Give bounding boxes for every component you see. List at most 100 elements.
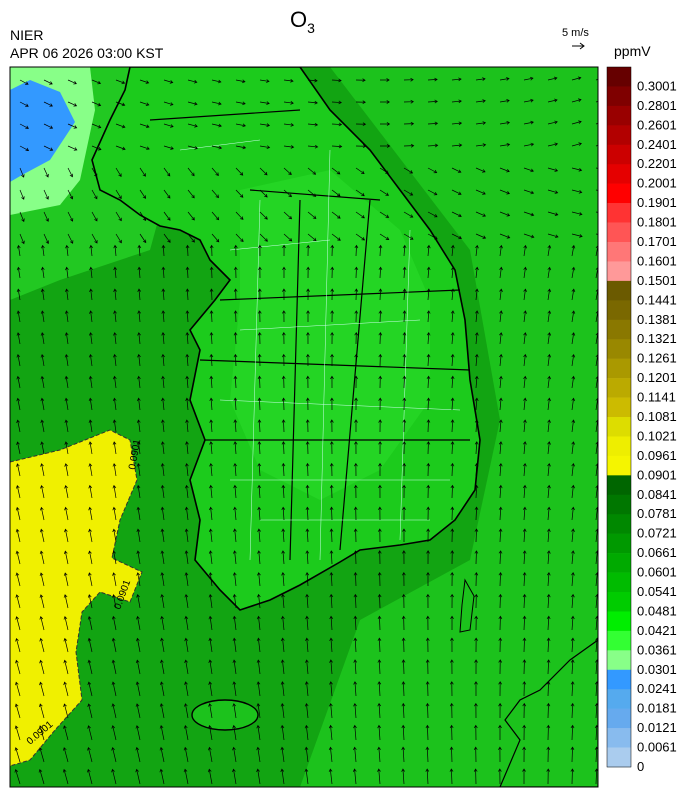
wind-arrow bbox=[281, 593, 285, 609]
wind-arrow bbox=[306, 332, 310, 345]
wind-arrow bbox=[570, 746, 575, 763]
wind-arrow bbox=[209, 288, 214, 301]
legend-label: 0.2601 bbox=[637, 117, 677, 132]
wind-arrow bbox=[43, 211, 49, 222]
legend-label: 0.1201 bbox=[637, 370, 677, 385]
wind-arrow bbox=[136, 419, 141, 433]
wind-arrow bbox=[185, 310, 190, 323]
wind-arrow bbox=[283, 123, 295, 127]
wind-arrow bbox=[160, 572, 165, 587]
wind-arrow bbox=[63, 703, 69, 719]
wind-arrow bbox=[571, 484, 575, 499]
wind-arrow bbox=[378, 266, 383, 279]
legend-label: 0.0481 bbox=[637, 603, 677, 618]
wind-arrow bbox=[522, 615, 527, 631]
legend-label: 0.0721 bbox=[637, 526, 677, 541]
wind-arrow bbox=[499, 121, 511, 125]
wind-arrow bbox=[402, 353, 407, 367]
wind-arrow bbox=[40, 288, 45, 301]
legend-swatch bbox=[607, 572, 631, 593]
wind-arrow bbox=[112, 375, 117, 389]
wind-arrow bbox=[305, 375, 310, 389]
wind-arrow bbox=[306, 266, 310, 279]
wind-arrow bbox=[425, 702, 430, 719]
wind-arrow bbox=[233, 244, 238, 257]
wind-arrow bbox=[425, 681, 430, 697]
wind-arrow bbox=[281, 528, 286, 543]
legend-swatch bbox=[607, 378, 631, 398]
wind-arrow bbox=[88, 332, 93, 345]
wind-arrow bbox=[449, 702, 454, 719]
wind-arrow bbox=[111, 615, 117, 631]
wind-arrow bbox=[570, 637, 575, 653]
wind-arrow bbox=[401, 637, 406, 653]
wind-arrow bbox=[305, 462, 310, 477]
wind-arrow bbox=[474, 681, 478, 697]
wind-arrow bbox=[547, 211, 559, 216]
wind-arrow bbox=[87, 615, 93, 631]
wind-arrow bbox=[88, 375, 93, 389]
wind-arrow bbox=[209, 332, 214, 345]
wind-arrow bbox=[499, 233, 511, 239]
wind-arrow bbox=[547, 441, 551, 455]
wind-arrow bbox=[402, 462, 407, 477]
wind-arrow bbox=[427, 211, 438, 218]
wind-arrow bbox=[353, 746, 357, 763]
wind-arrow bbox=[571, 98, 582, 103]
wind-arrow bbox=[498, 746, 502, 763]
wind-arrow bbox=[377, 724, 381, 741]
wind-arrow bbox=[353, 593, 358, 609]
wind-arrow bbox=[63, 659, 69, 675]
wind-arrow bbox=[378, 506, 382, 521]
wind-arrow bbox=[498, 550, 503, 565]
wind-arrow bbox=[87, 768, 93, 785]
wind-arrow bbox=[403, 77, 414, 82]
wind-arrow bbox=[305, 615, 309, 631]
wind-arrow bbox=[280, 703, 285, 719]
wind-arrow bbox=[91, 145, 102, 151]
wind-arrow bbox=[330, 353, 334, 367]
wind-arrow bbox=[595, 528, 598, 543]
wind-arrow bbox=[523, 120, 534, 125]
wind-arrow bbox=[304, 702, 309, 719]
wind-arrow bbox=[547, 142, 559, 147]
wind-arrow bbox=[571, 142, 582, 147]
wind-arrow bbox=[571, 120, 582, 125]
wind-arrow bbox=[91, 79, 102, 85]
wind-arrow bbox=[16, 310, 21, 323]
wind-arrow bbox=[522, 746, 526, 763]
wind-arrow bbox=[91, 167, 98, 178]
wind-arrow bbox=[547, 462, 551, 477]
wind-arrow bbox=[305, 659, 309, 675]
wind-arrow bbox=[163, 79, 174, 84]
wind-arrow bbox=[474, 506, 479, 521]
wind-arrow bbox=[233, 462, 237, 477]
wind-arrow bbox=[546, 593, 551, 609]
wind-arrow bbox=[283, 233, 293, 242]
wind-arrow bbox=[571, 441, 576, 455]
wind-arrow bbox=[64, 506, 69, 521]
legend-label: 0.0121 bbox=[637, 720, 677, 735]
wind-arrow bbox=[184, 528, 189, 543]
wind-arrow bbox=[523, 353, 527, 367]
legend-swatch bbox=[607, 611, 631, 632]
wind-arrow bbox=[14, 747, 21, 763]
wind-arrow bbox=[39, 528, 45, 543]
wind-arrow bbox=[571, 397, 576, 411]
wind-arrow bbox=[498, 484, 503, 499]
wind-arrow bbox=[16, 288, 21, 301]
wind-arrow bbox=[355, 233, 366, 241]
wind-arrow bbox=[161, 266, 166, 279]
wind-arrow bbox=[14, 769, 21, 785]
wind-arrow bbox=[160, 506, 165, 521]
map-frame bbox=[9, 66, 599, 788]
wind-field bbox=[14, 76, 598, 785]
wind-arrow bbox=[475, 332, 479, 345]
wind-arrow bbox=[331, 189, 341, 197]
wind-arrow bbox=[402, 506, 406, 521]
wind-arrow bbox=[328, 724, 333, 741]
wind-arrow bbox=[329, 702, 333, 719]
wind-arrow bbox=[304, 768, 309, 785]
wind-arrow bbox=[111, 637, 117, 653]
wind-arrow bbox=[209, 506, 213, 521]
